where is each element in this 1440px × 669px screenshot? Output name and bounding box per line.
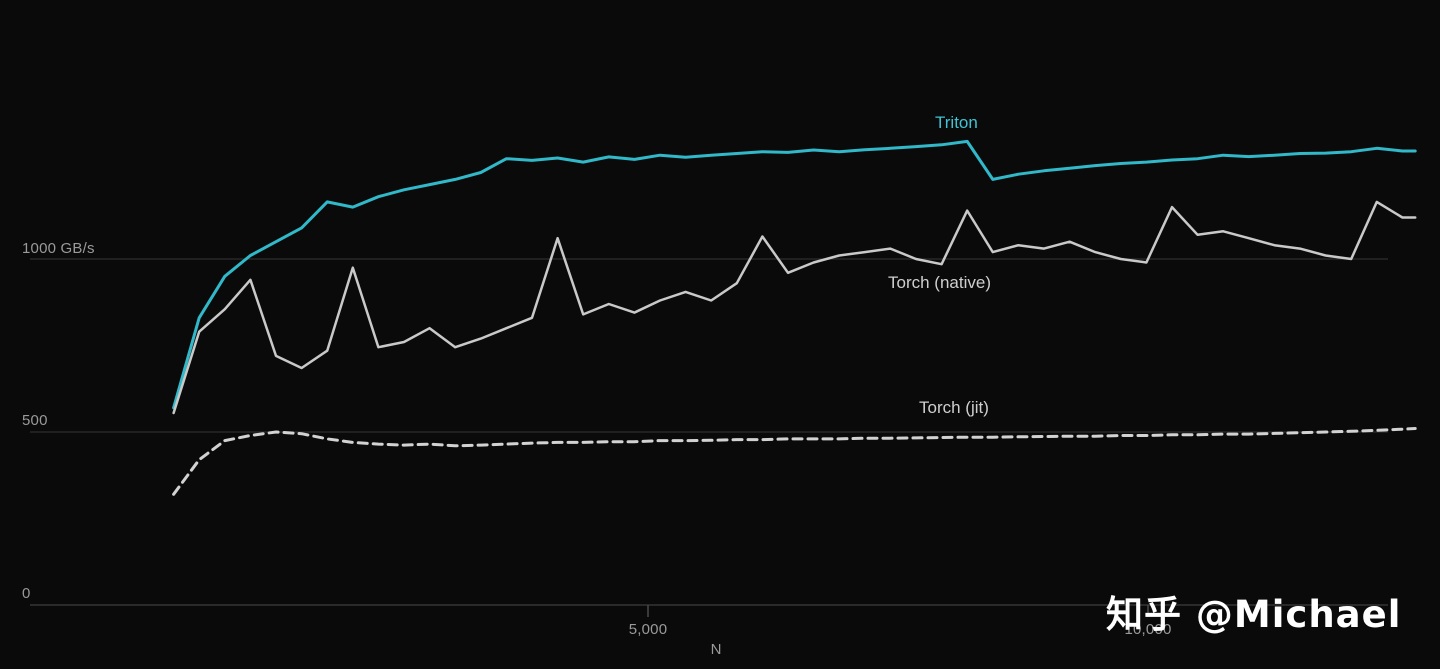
x-tick-label-5000: 5,000 — [628, 621, 668, 638]
series-line-torch-native — [172, 200, 1417, 415]
y-tick-label-500: 500 — [22, 412, 48, 429]
series-label-torch-native: Torch (native) — [888, 273, 991, 292]
watermark: 知乎 @Michael — [1106, 593, 1402, 636]
x-axis-title: N — [710, 641, 722, 658]
series-line-triton — [172, 139, 1417, 410]
y-tick-label-0: 0 — [22, 585, 31, 602]
y-tick-label-1000: 1000 GB/s — [22, 240, 95, 257]
series-label-triton: Triton — [935, 113, 978, 132]
series-line-torch-jit — [172, 427, 1417, 496]
x-tick-label-10000: 10,000 — [1124, 621, 1172, 638]
series-label-torch-jit: Torch (jit) — [919, 398, 989, 417]
